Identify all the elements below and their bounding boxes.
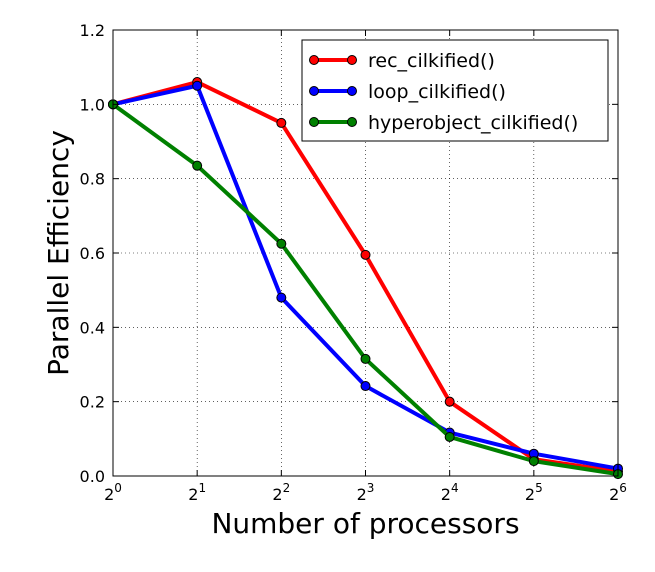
y-tick-label: 0.4 [80,318,105,337]
y-tick-label: 0.0 [80,467,105,486]
series-hyperobject-cilkified [108,99,623,480]
x-tick-label: 25 [525,481,543,504]
data-point [444,431,455,442]
legend-marker [309,86,319,96]
legend-label: rec_cilkified() [368,50,495,72]
plot-series [108,77,623,480]
y-tick-label: 1.0 [80,95,105,114]
legend-marker [309,117,319,127]
legend-item: hyperobject_cilkified() [309,112,578,134]
x-tick-label: 23 [357,481,375,504]
legend-label: loop_cilkified() [368,81,506,103]
legend-item: loop_cilkified() [309,81,506,103]
legend-marker [347,86,357,96]
legend-marker [347,55,357,65]
y-tick-label: 0.6 [80,244,105,263]
legend-marker [309,55,319,65]
data-point [444,396,455,407]
data-point [360,249,371,260]
data-point [276,117,287,128]
data-point [360,353,371,364]
data-point [276,238,287,249]
data-point [192,160,203,171]
series-line [112,83,619,471]
x-tick-label: 21 [188,481,206,504]
x-axis-label: Number of processors [211,507,519,540]
y-tick-label: 1.2 [80,21,105,40]
legend-marker [347,117,357,127]
legend: rec_cilkified() loop_cilkified() hyperobje… [301,39,609,142]
data-point [360,381,371,392]
data-point [528,456,539,467]
y-tick-label: 0.2 [80,393,105,412]
x-tick-label: 24 [441,481,459,504]
data-point [192,80,203,91]
x-tick-label: 22 [272,481,290,504]
legend-item: rec_cilkified() [309,50,495,72]
y-axis-label: Parallel Efficiency [42,130,75,376]
legend-label: hyperobject_cilkified() [368,112,578,134]
data-point [276,292,287,303]
x-tick-label: 20 [104,481,122,504]
y-tick-label: 0.8 [80,170,105,189]
x-tick-label: 26 [609,481,627,504]
axis-ticks: 20 21 22 23 24 25 26 0.0 0.2 0.4 0.6 0.8 1.0 1.2 [80,21,627,504]
